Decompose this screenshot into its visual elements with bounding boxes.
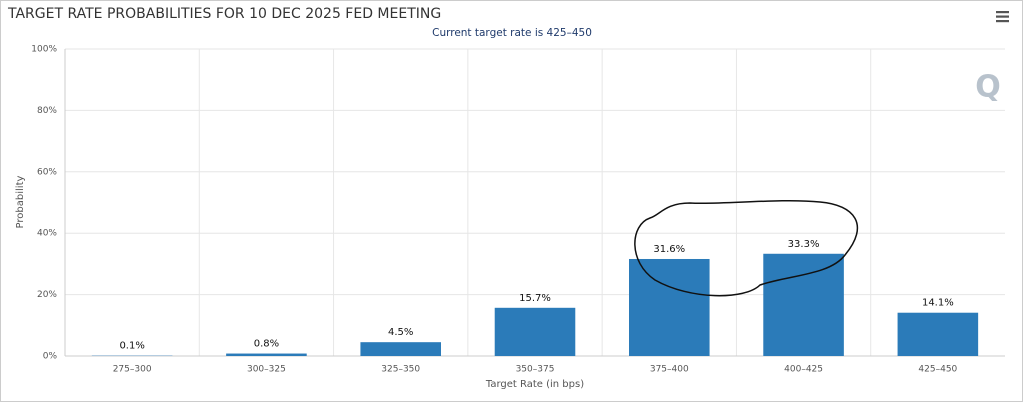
y-tick-label: 60% (37, 167, 57, 177)
y-tick-label: 40% (37, 229, 57, 239)
value-label: 0.8% (254, 339, 279, 350)
bar (226, 353, 307, 356)
hand-drawn-circle (634, 200, 858, 297)
value-label: 15.7% (519, 293, 551, 304)
menu-icon[interactable] (996, 11, 1009, 23)
x-tick-label: 400–425 (784, 365, 823, 375)
value-label: 14.1% (922, 298, 954, 309)
bar (360, 342, 441, 356)
bar (897, 312, 979, 356)
value-label: 33.3% (788, 239, 820, 250)
y-tick-label: 100% (31, 45, 57, 55)
x-axis-title: Target Rate (in bps) (485, 379, 584, 390)
x-tick-label: 300–325 (247, 365, 286, 375)
y-tick-label: 20% (37, 290, 57, 300)
x-tick-label: 275–300 (113, 365, 152, 375)
bar (494, 307, 576, 356)
x-tick-label: 350–375 (516, 365, 555, 375)
y-axis-title: Probability (15, 175, 26, 228)
chart-title: TARGET RATE PROBABILITIES FOR 10 DEC 202… (7, 6, 441, 22)
chart-subtitle: Current target rate is 425–450 (432, 27, 592, 39)
value-label: 4.5% (388, 327, 413, 338)
y-tick-label: 80% (37, 106, 57, 116)
value-label: 31.6% (653, 244, 685, 255)
y-tick-label: 0% (43, 352, 58, 362)
plot-area: 0% 20% 40% 60% 80% 100% 275–300 0.1% 300–325 0.8%… (31, 45, 1005, 375)
bar (629, 258, 710, 356)
logo: Q (975, 70, 1001, 105)
value-label: 0.1% (119, 341, 144, 352)
x-tick-label: 325–350 (381, 365, 420, 375)
bar (763, 253, 844, 356)
x-tick-label: 425–450 (918, 365, 957, 375)
x-tick-label: 375–400 (650, 365, 689, 375)
